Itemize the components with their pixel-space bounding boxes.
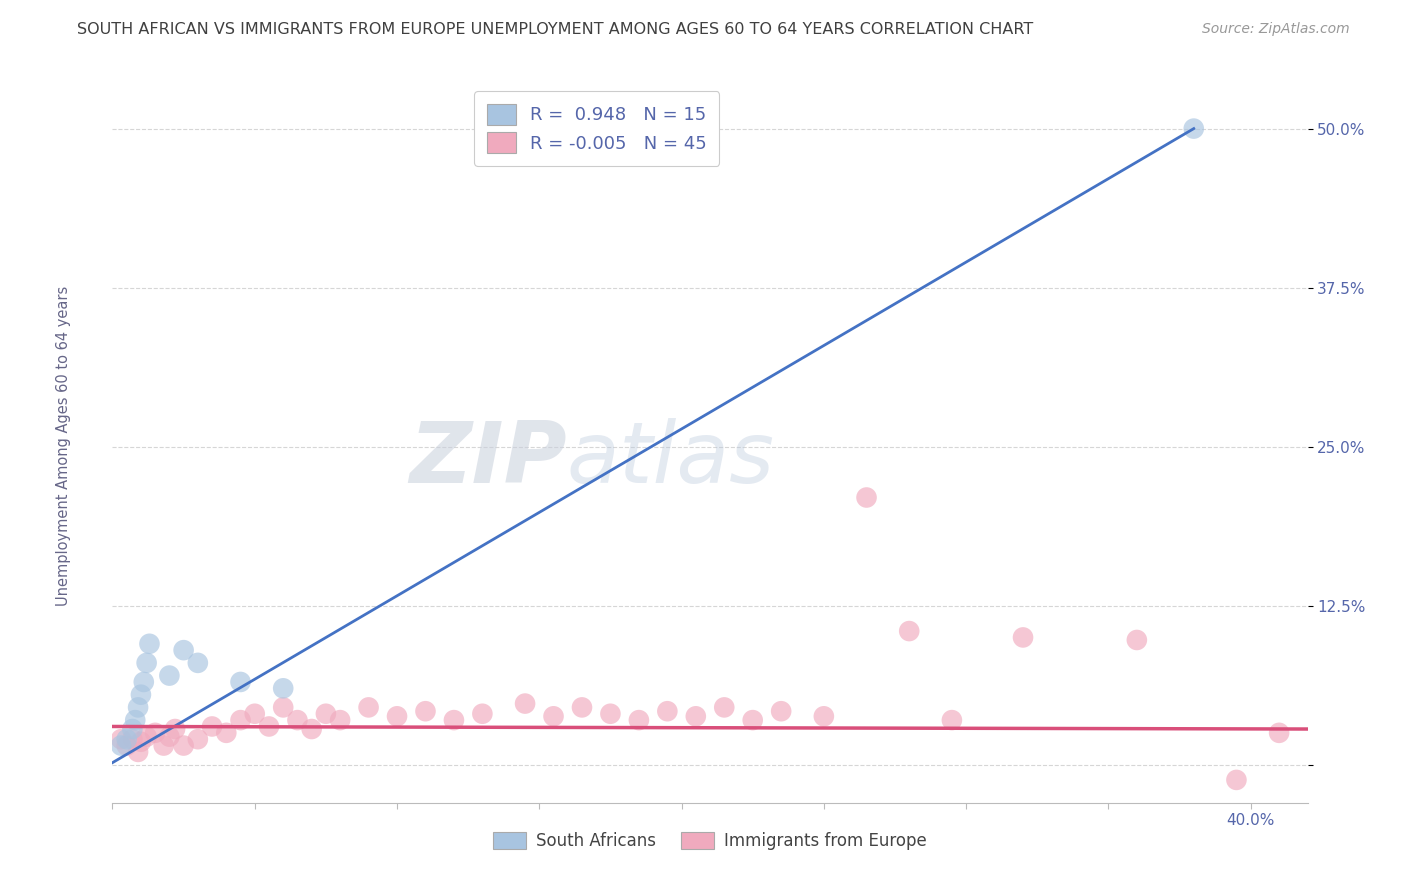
Point	[215, 726, 238, 740]
Point	[152, 739, 174, 753]
Point	[329, 713, 352, 727]
Point	[941, 713, 963, 727]
Point	[138, 637, 160, 651]
Point	[271, 700, 294, 714]
Point	[513, 697, 536, 711]
Point	[135, 656, 157, 670]
Point	[571, 700, 593, 714]
Point	[813, 709, 835, 723]
Point	[287, 713, 309, 727]
Point	[685, 709, 707, 723]
Point	[229, 713, 252, 727]
Point	[1126, 632, 1149, 647]
Point	[201, 719, 224, 733]
Point	[121, 732, 143, 747]
Point	[187, 656, 209, 670]
Point	[657, 704, 679, 718]
Point	[357, 700, 380, 714]
Point	[543, 709, 565, 723]
Point	[301, 722, 323, 736]
Point	[415, 704, 437, 718]
Point	[471, 706, 494, 721]
Point	[741, 713, 763, 727]
Point	[157, 730, 180, 744]
Point	[135, 730, 157, 744]
Text: ZIP: ZIP	[409, 417, 567, 500]
Point	[627, 713, 650, 727]
Point	[599, 706, 621, 721]
Point	[173, 643, 195, 657]
Point	[187, 732, 209, 747]
Point	[1268, 726, 1291, 740]
Point	[1182, 121, 1205, 136]
Point	[443, 713, 465, 727]
Point	[385, 709, 408, 723]
Point	[110, 732, 132, 747]
Point	[855, 491, 877, 505]
Point	[898, 624, 921, 638]
Point	[257, 719, 280, 733]
Point	[243, 706, 266, 721]
Point	[110, 739, 132, 753]
Point	[121, 722, 143, 736]
Point	[115, 739, 138, 753]
Point	[129, 688, 152, 702]
Legend: South Africans, Immigrants from Europe: South Africans, Immigrants from Europe	[486, 825, 934, 856]
Point	[1012, 631, 1035, 645]
Text: SOUTH AFRICAN VS IMMIGRANTS FROM EUROPE UNEMPLOYMENT AMONG AGES 60 TO 64 YEARS C: SOUTH AFRICAN VS IMMIGRANTS FROM EUROPE …	[77, 22, 1033, 37]
Point	[129, 735, 152, 749]
Point	[127, 745, 149, 759]
Text: Source: ZipAtlas.com: Source: ZipAtlas.com	[1202, 22, 1350, 37]
Text: atlas: atlas	[567, 417, 775, 500]
Point	[124, 713, 146, 727]
Text: Unemployment Among Ages 60 to 64 years: Unemployment Among Ages 60 to 64 years	[56, 285, 70, 607]
Point	[132, 675, 155, 690]
Point	[1225, 772, 1247, 787]
Point	[229, 675, 252, 690]
Point	[173, 739, 195, 753]
Point	[143, 726, 166, 740]
Point	[713, 700, 735, 714]
Point	[770, 704, 793, 718]
Point	[271, 681, 294, 696]
Point	[127, 700, 149, 714]
Point	[315, 706, 337, 721]
Point	[157, 668, 180, 682]
Point	[115, 732, 138, 747]
Point	[165, 722, 187, 736]
